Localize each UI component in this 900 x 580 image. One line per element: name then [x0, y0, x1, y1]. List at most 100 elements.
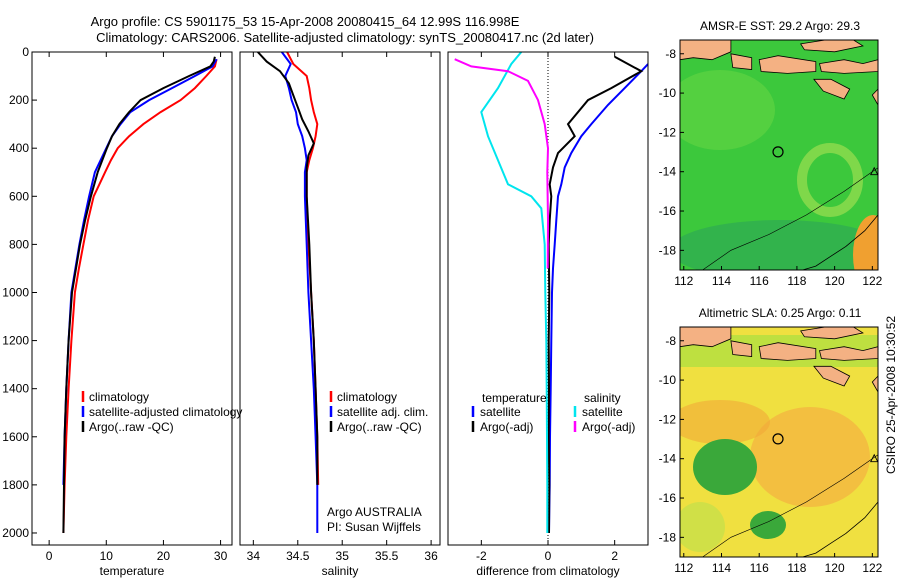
australia-coastline: [802, 501, 878, 557]
shelf-contour: [702, 167, 878, 270]
difference-xtick-label: 2: [611, 549, 618, 563]
difference-series-3: [454, 58, 550, 269]
temperature-xtick-label: 10: [100, 549, 114, 563]
map-ytick-label: -8: [665, 47, 676, 61]
salinity-legend-label: satellite adj. clim.: [337, 405, 428, 419]
map-ytick-label: -10: [659, 373, 677, 387]
difference-legend-label: Argo(-adj): [582, 420, 635, 434]
sst-hot-coast: [853, 215, 878, 270]
salinity-xtick-label: 36: [424, 549, 438, 563]
temperature-legend-label: satellite-adjusted climatology: [89, 405, 242, 419]
temperature-ytick-label: 1800: [2, 478, 29, 492]
temperature-legend-label: Argo(..raw -QC): [89, 420, 174, 434]
map-xtick-label: 118: [787, 561, 806, 575]
difference-series-1: [547, 55, 644, 534]
sla-low-eddy: [693, 439, 757, 495]
salinity-annotation: PI: Susan Wijffels: [327, 520, 421, 534]
map-xtick-label: 116: [750, 561, 769, 575]
temperature-legend-label: climatology: [89, 390, 149, 404]
land-island: [680, 40, 732, 61]
temperature-xtick-label: 20: [157, 549, 171, 563]
land-island: [813, 78, 851, 100]
salinity-legend-label: climatology: [337, 390, 397, 404]
temperature-ytick-label: 600: [9, 189, 29, 203]
temperature-ytick-label: 1600: [2, 430, 29, 444]
map-ytick-label: -16: [659, 204, 677, 218]
temperature-ytick-label: 800: [9, 237, 29, 251]
map-ytick-label: -18: [659, 243, 677, 257]
sst-warm-patch: [680, 70, 775, 150]
map-ytick-label: -10: [659, 86, 677, 100]
float-position-marker: [772, 146, 784, 158]
land-island: [730, 340, 753, 357]
land-island: [819, 346, 878, 361]
map-frame: [679, 39, 879, 271]
map-xtick-label: 112: [674, 561, 693, 575]
land-island: [813, 365, 851, 387]
salinity-legend-label: Argo(..raw -QC): [337, 420, 422, 434]
salinity-xlabel: salinity: [322, 564, 359, 578]
salinity-series-2: [257, 52, 319, 485]
temperature-ytick-label: 1000: [2, 285, 29, 299]
timestamp-label: CSIRO 25-Apr-2008 10:30:52: [884, 316, 898, 474]
temperature-frame: [31, 51, 233, 546]
temperature-xlabel: temperature: [100, 564, 165, 578]
land-island: [800, 40, 864, 53]
map-ytick-label: -18: [659, 530, 677, 544]
temperature-ytick-label: 0: [22, 45, 29, 59]
temperature-xtick-label: 30: [214, 549, 228, 563]
map-xtick-label: 120: [825, 274, 845, 288]
temperature-series-0: [62, 58, 218, 534]
difference-legend-title: salinity: [584, 391, 621, 405]
triangle-marker: [870, 166, 879, 176]
land-island: [871, 375, 878, 393]
sla-neutral-patch: [680, 502, 725, 552]
map-frame: [679, 326, 879, 558]
map-ytick-label: -14: [659, 165, 677, 179]
temperature-series-2: [62, 56, 216, 534]
map-xtick-label: 122: [862, 274, 882, 288]
sla-low-eddy-2: [750, 511, 786, 539]
temperature-panel: 0 10 20 30 temperature 0 200 400 600 800 1000 1200 1…: [2, 45, 242, 578]
salinity-xtick-label: 34.5: [286, 549, 310, 563]
salinity-frame: [239, 51, 441, 546]
salinity-xtick-label: 34: [247, 549, 261, 563]
difference-legend-label: satellite: [582, 405, 623, 419]
map-ytick-label: -14: [659, 452, 677, 466]
salinity-annotation: Argo AUSTRALIA: [327, 505, 422, 519]
difference-series-0: [548, 63, 648, 534]
temperature-ytick-label: 1200: [2, 334, 29, 348]
land-island: [800, 327, 864, 340]
map-xtick-label: 120: [825, 561, 845, 575]
triangle-marker: [870, 453, 879, 463]
difference-xtick-label: 0: [545, 549, 552, 563]
map-xtick-label: 114: [712, 561, 731, 575]
land-island: [871, 88, 878, 106]
temperature-ytick-label: 200: [9, 93, 29, 107]
sla-map-title: Altimetric SLA: 0.25 Argo: 0.11: [699, 306, 862, 320]
sla-high-patch: [750, 407, 870, 507]
sst-map-title: AMSR-E SST: 29.2 Argo: 29.3: [700, 19, 860, 33]
temperature-xtick-label: 0: [46, 549, 53, 563]
temperature-ytick-label: 2000: [2, 526, 29, 540]
land-island: [758, 342, 817, 361]
difference-xtick-label: -2: [476, 549, 487, 563]
sla-map-panel: Altimetric SLA: 0.25 Argo: 0.11 112 114 11…: [659, 306, 883, 575]
land-island: [819, 59, 878, 74]
map-ytick-label: -12: [659, 125, 677, 139]
map-xtick-label: 122: [862, 561, 882, 575]
sla-high-patch-2: [680, 400, 770, 444]
difference-legend-label: Argo(-adj): [480, 420, 533, 434]
map-ytick-label: -12: [659, 412, 677, 426]
map-body: [680, 327, 878, 557]
map-xtick-label: 118: [787, 274, 806, 288]
map-body: [680, 40, 878, 270]
float-position-marker: [772, 433, 784, 445]
shelf-contour: [702, 454, 878, 557]
salinity-panel: 34 34.5 35 35.5 36 salinity climatologysatelli…: [239, 51, 441, 578]
map-ytick-label: -16: [659, 491, 677, 505]
salinity-series-0: [286, 52, 320, 485]
sst-eddy: [797, 143, 863, 217]
sst-map-panel: AMSR-E SST: 29.2 Argo: 29.3 112 114 116 118…: [659, 19, 883, 288]
